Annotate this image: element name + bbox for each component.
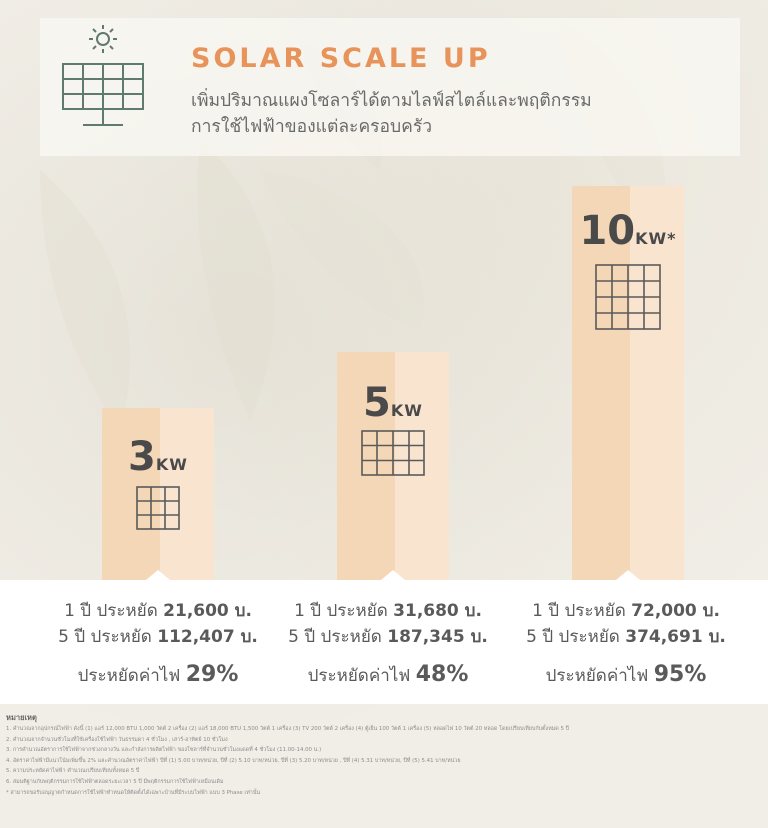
year1-label: 1 ปี ประหยัด [532,601,626,621]
header-band [40,18,740,156]
year5-value: 112,407 บ. [157,627,258,647]
year1-value: 72,000 บ. [631,601,720,621]
year5-value: 374,691 บ. [625,627,726,647]
plan-size-number: 5 [363,380,391,426]
year1-savings: 1 ปี ประหยัด 21,600 บ. [38,598,278,624]
footnote-item: 6. สมมติฐานกับพฤติกรรมการใช้ไฟฟ้าตลอดระย… [6,778,224,785]
plan-savings-10kw: 1 ปี ประหยัด 72,000 บ. 5 ปี ประหยัด 374,… [506,598,746,689]
bill-saving: ประหยัดค่าไฟ 95% [506,662,746,689]
year1-savings: 1 ปี ประหยัด 31,680 บ. [268,598,508,624]
page-title: SOLAR SCALE UP [191,43,491,74]
footnotes-heading: หมายเหตุ [6,713,37,722]
plan-bar-3kw: 3KW [102,408,214,580]
footnote-item: 3. การคำนวณอัตราการใช้ไฟฟ้าจากช่วงกลางวั… [6,747,322,754]
plan-size-label: 5KW [337,380,449,426]
panel-grid-icon [136,486,180,530]
bill-saving-label: ประหยัดค่าไฟ [77,666,181,686]
savings-panel: 1 ปี ประหยัด 21,600 บ. 5 ปี ประหยัด 112,… [0,584,768,704]
year5-savings: 5 ปี ประหยัด 187,345 บ. [268,624,508,650]
plan-size-unit: KW [155,455,188,474]
year5-savings: 5 ปี ประหยัด 374,691 บ. [506,624,746,650]
bill-saving: ประหยัดค่าไฟ 29% [38,662,278,689]
page-subtitle: เพิ่มปริมาณแผงโซลาร์ได้ตามไลฟ์สไตล์และพฤ… [191,88,711,140]
solar-panel-icon [62,25,144,126]
footnote-item: * สามารถขอรับอนุญาตกำหนดการใช้ไฟฟ้าทำหนด… [6,789,261,796]
subtitle-line-2: การใช้ไฟฟ้าของแต่ละครอบครัว [191,117,433,137]
bill-saving-percent: 29% [185,662,239,687]
panel-grid-icon [595,264,661,330]
footnote-item: 2. คำนวณจากจำนวนชั่วโมงที่ใช้เครื่องใช้ไ… [6,736,228,743]
year5-savings: 5 ปี ประหยัด 112,407 บ. [38,624,278,650]
plan-size-label: 10KW* [572,208,684,254]
baseline-divider [0,570,768,584]
plan-size-unit: KW [390,401,423,420]
plan-size-unit: KW* [635,229,677,248]
plan-bar-5kw: 5KW [337,352,449,580]
plan-savings-5kw: 1 ปี ประหยัด 31,680 บ. 5 ปี ประหยัด 187,… [268,598,508,689]
year5-label: 5 ปี ประหยัด [58,627,152,647]
year1-label: 1 ปี ประหยัด [64,601,158,621]
plan-size-label: 3KW [102,434,214,480]
plan-size-number: 3 [128,434,156,480]
plan-bar-10kw: 10KW* [572,186,684,580]
bill-saving-label: ประหยัดค่าไฟ [307,666,411,686]
footnote-item: 4. อัตราค่าไฟฟ้ามีแนวโน้มเพิ่มขึ้น 2% แล… [6,757,461,764]
plan-savings-3kw: 1 ปี ประหยัด 21,600 บ. 5 ปี ประหยัด 112,… [38,598,278,689]
subtitle-line-1: เพิ่มปริมาณแผงโซลาร์ได้ตามไลฟ์สไตล์และพฤ… [191,91,592,111]
year1-label: 1 ปี ประหยัด [294,601,388,621]
year5-value: 187,345 บ. [387,627,488,647]
year1-value: 31,680 บ. [393,601,482,621]
bill-saving-percent: 48% [415,662,469,687]
year1-value: 21,600 บ. [163,601,252,621]
footnote-item: 1. คำนวณจากอุปกรณ์ไฟฟ้า ดังนี้ (1) แอร์ … [6,726,570,732]
bill-saving-label: ประหยัดค่าไฟ [545,666,649,686]
panel-grid-icon [361,430,425,476]
footnotes: หมายเหตุ 1. คำนวณจากอุปกรณ์ไฟฟ้า ดังนี้ … [6,712,762,798]
year5-label: 5 ปี ประหยัด [526,627,620,647]
plan-size-number: 10 [579,208,636,254]
bill-saving: ประหยัดค่าไฟ 48% [268,662,508,689]
year5-label: 5 ปี ประหยัด [288,627,382,647]
bill-saving-percent: 95% [653,662,707,687]
footnote-item: 5. ความประหยัดค่าไฟฟ้า คำนวณเปรียบเทียบท… [6,768,140,775]
year1-savings: 1 ปี ประหยัด 72,000 บ. [506,598,746,624]
